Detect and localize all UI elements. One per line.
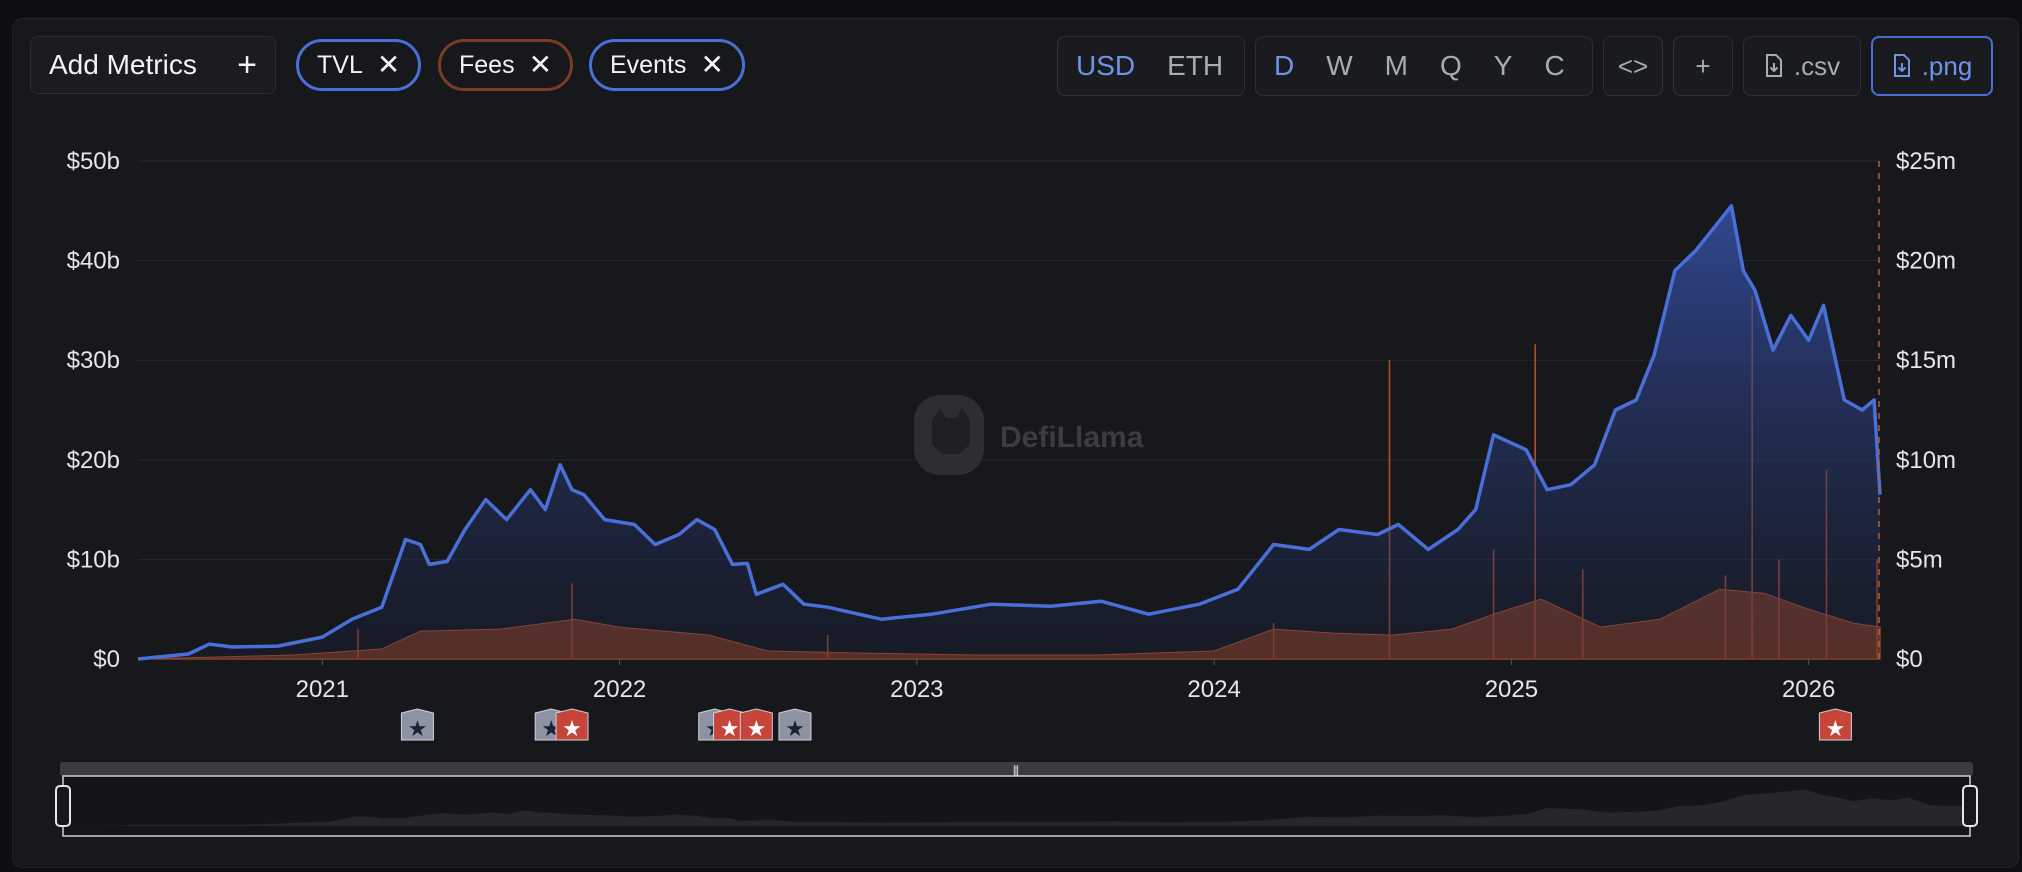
- interval-cumulative[interactable]: C: [1544, 50, 1565, 81]
- event-marker[interactable]: ★: [1818, 708, 1852, 742]
- event-badge: [739, 708, 773, 741]
- add-chart-button[interactable]: +: [1673, 36, 1733, 96]
- currency-toggle: USD ETH: [1057, 36, 1245, 96]
- star-icon: ★: [785, 717, 805, 742]
- watermark-text: DefiLlama: [1000, 421, 1144, 454]
- y-right-tick-label: $0: [1896, 646, 1923, 673]
- file-download-icon: [1765, 54, 1782, 77]
- download-csv-button[interactable]: .csv: [1743, 36, 1861, 96]
- y-left-tick-label: $0: [93, 646, 120, 673]
- metric-pill-fees[interactable]: Fees ✕: [438, 39, 574, 91]
- star-icon: ★: [1826, 717, 1846, 742]
- axes: $0 $0 $10b $5m $20b $10m $30b $15m $40b $20m $50b $…: [67, 148, 1956, 703]
- currency-eth[interactable]: ETH: [1167, 50, 1224, 81]
- y-left-tick-label: $40b: [67, 248, 120, 275]
- star-icon: ★: [720, 717, 740, 742]
- y-right-tick-label: $5m: [1896, 546, 1943, 573]
- event-marker[interactable]: ★: [778, 708, 812, 742]
- x-tick-label: 2026: [1782, 676, 1835, 703]
- brush-grip-icon: ⦀: [1013, 764, 1019, 780]
- file-download-icon: [1893, 54, 1910, 77]
- tvl-series: [137, 204, 1882, 661]
- event-marker[interactable]: ★: [713, 708, 747, 742]
- y-right-tick-label: $25m: [1896, 148, 1956, 175]
- event-marker[interactable]: ★: [739, 708, 773, 742]
- event-badge: [400, 708, 434, 741]
- y-right-tick-label: $15m: [1896, 347, 1956, 374]
- add-metrics-button[interactable]: Add Metrics +: [30, 36, 276, 94]
- chart-toolbar: Add Metrics + TVL ✕ Fees ✕ Events ✕ USD …: [30, 36, 1996, 98]
- metric-pill-tvl[interactable]: TVL ✕: [296, 39, 422, 91]
- metric-pill-label: Fees: [459, 50, 515, 79]
- add-metrics-label: Add Metrics: [49, 49, 197, 80]
- close-icon[interactable]: ✕: [700, 49, 724, 80]
- x-tick-label: 2022: [593, 676, 646, 703]
- interval-toggle: D W M Q Y C: [1255, 36, 1593, 96]
- y-right-tick-label: $10m: [1896, 447, 1956, 474]
- download-png-button[interactable]: .png: [1871, 36, 1993, 96]
- event-badge: [555, 708, 589, 741]
- metric-pill-events[interactable]: Events ✕: [589, 39, 745, 91]
- currency-usd[interactable]: USD: [1076, 50, 1136, 81]
- brush-left-handle[interactable]: [55, 785, 71, 827]
- event-marker[interactable]: ★: [555, 708, 589, 742]
- y-right-tick-label: $20m: [1896, 248, 1956, 275]
- y-left-tick-label: $30b: [67, 347, 120, 374]
- png-label: .png: [1921, 50, 1973, 81]
- csv-label: .csv: [1793, 50, 1841, 81]
- metric-pill-label: TVL: [317, 50, 363, 79]
- brush-right-handle[interactable]: [1962, 785, 1978, 827]
- interval-day[interactable]: D: [1274, 50, 1295, 81]
- tvl-line: [137, 204, 1882, 661]
- brush-track: [60, 762, 1973, 776]
- x-tick-label: 2024: [1187, 676, 1240, 703]
- defillama-watermark: DefiLlama: [914, 395, 1144, 475]
- y-left-tick-label: $20b: [67, 447, 120, 474]
- events-markers: ★★★★★★★★: [400, 708, 1852, 742]
- y-left-tick-label: $10b: [67, 546, 120, 573]
- star-icon: ★: [746, 717, 766, 742]
- x-tick-label: 2025: [1485, 676, 1538, 703]
- metric-pill-label: Events: [610, 50, 687, 79]
- interval-month[interactable]: M: [1384, 50, 1408, 81]
- y-left-tick-label: $50b: [67, 148, 120, 175]
- plus-icon: +: [237, 46, 257, 84]
- tvl-area: [138, 205, 1880, 660]
- x-tick-label: 2023: [890, 676, 943, 703]
- event-badge: [778, 708, 812, 741]
- plus-icon: +: [1695, 50, 1711, 81]
- close-icon[interactable]: ✕: [376, 49, 401, 80]
- interval-year[interactable]: Y: [1493, 50, 1513, 81]
- range-brush[interactable]: ⦀: [55, 762, 1978, 837]
- star-icon: ★: [562, 717, 582, 742]
- star-icon: ★: [408, 717, 428, 742]
- brush-preview: [63, 789, 1970, 826]
- embed-button[interactable]: <>: [1603, 36, 1663, 96]
- x-tick-label: 2021: [296, 676, 349, 703]
- llama-head-icon: [932, 408, 970, 454]
- interval-quarter[interactable]: Q: [1440, 50, 1462, 81]
- event-marker[interactable]: ★: [400, 708, 434, 742]
- close-icon[interactable]: ✕: [528, 49, 553, 80]
- interval-week[interactable]: W: [1326, 50, 1353, 81]
- event-badge: [1818, 708, 1852, 741]
- code-icon: <>: [1617, 50, 1649, 81]
